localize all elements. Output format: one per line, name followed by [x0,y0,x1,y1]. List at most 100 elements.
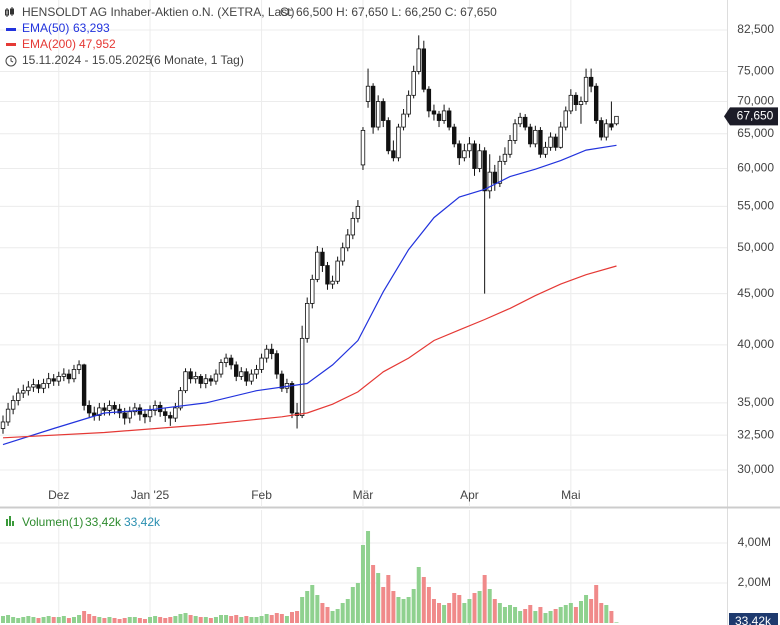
volume-bar [472,593,477,623]
candle-body [543,146,548,155]
volume-bar [77,615,82,623]
legend-value: 63,293 [73,21,110,35]
candle-body [107,405,112,411]
candle-body [168,415,173,419]
volume-bar [6,615,11,623]
x-tick-label: Apr [460,488,479,502]
period: 15.11.2024 - 15.05.2025 [22,53,152,67]
candle-body [46,378,51,384]
y-tick-label: 55,000 [737,199,774,213]
volume-bar [553,609,558,623]
volume-bar [437,603,442,623]
candle-body [228,357,234,366]
candle-body [178,390,183,409]
ema-line [2,144,617,446]
candle-body [41,383,46,389]
volume-bar [386,575,391,623]
candle-body [61,373,67,377]
volume-bar [578,601,583,623]
candle-body [360,129,366,166]
volume-bar [502,607,507,623]
candle-body [31,384,36,388]
volume-bar [188,615,193,623]
y-tick-label: 30,000 [737,462,774,476]
volume-bar [219,615,224,623]
volume-bar [213,617,218,623]
grid [0,0,727,625]
candle-body [345,234,350,249]
candle-body [147,410,153,418]
candle-body [426,88,432,112]
volume-bar [589,599,594,623]
candle-body [517,116,523,125]
y-tick-label: 82,500 [737,22,774,36]
candle-body [5,408,11,423]
candle-body [472,143,477,169]
volume-bar [614,622,619,623]
candle-body [497,160,503,184]
volume-bar [244,616,249,623]
candle-body [502,153,508,162]
price-badge-label: 67,650 [737,109,774,123]
volume-bar [193,616,198,623]
candle-body [152,405,158,411]
legend: HENSOLDT AG Inhaber-Aktien o.N. (XETRA, … [5,5,497,529]
candle-body [21,390,26,394]
volume-bar [310,585,315,623]
volume-bar [148,617,153,623]
volume-bar [203,617,208,623]
y-tick-label: 60,000 [737,161,774,175]
candle-body [26,386,31,392]
volume-bar [594,585,599,623]
candle-body [391,150,396,159]
candle-body [467,143,472,152]
volume-bar [376,573,381,623]
candle-body [325,265,330,285]
volume-bar [16,618,21,623]
volume-bar [295,611,300,623]
volume-bar [431,599,436,623]
candle-body [66,373,72,380]
ema-line [2,265,617,439]
candle-body [173,407,178,419]
candle-body [223,357,229,363]
volume-bar [142,619,147,623]
volume-bar [345,599,350,623]
legend-label: EMA(200) [22,37,76,51]
legend-value: 47,952 [79,37,116,51]
candle-body [512,123,518,141]
candle-body [365,85,371,102]
candle-body [487,171,492,192]
volume-bar [315,595,320,623]
volume-badge-label: 33,42k [735,614,772,625]
candle-body [330,280,335,285]
volume-bar [107,617,112,623]
candle-body [340,247,345,262]
volume-bar [71,617,76,623]
candle-body [436,113,442,121]
volume-bar [26,616,31,623]
candle-body [122,412,127,419]
x-tick-label: Jan '25 [131,488,170,502]
candle-body [218,362,224,375]
candle-body [81,364,87,406]
legend-label: EMA(50) [22,21,69,35]
volume-bar [92,616,97,623]
volume-legend-label: Volumen(1) [22,515,83,529]
candle-body [112,405,117,410]
candle-body [614,115,619,125]
candle-body [568,94,574,112]
candle-body [254,369,259,375]
candle-body [127,411,132,419]
candle-body [411,71,416,96]
candle-body [375,101,381,128]
volume-bar [360,545,365,623]
candle-body [71,369,77,380]
candle-body [492,171,497,184]
x-tick-label: Feb [251,488,272,502]
candle-body [244,371,249,382]
chart-title: HENSOLDT AG Inhaber-Aktien o.N. (XETRA, … [22,5,295,19]
volume-bar [56,617,61,623]
y-tick-label: 70,000 [737,94,774,108]
